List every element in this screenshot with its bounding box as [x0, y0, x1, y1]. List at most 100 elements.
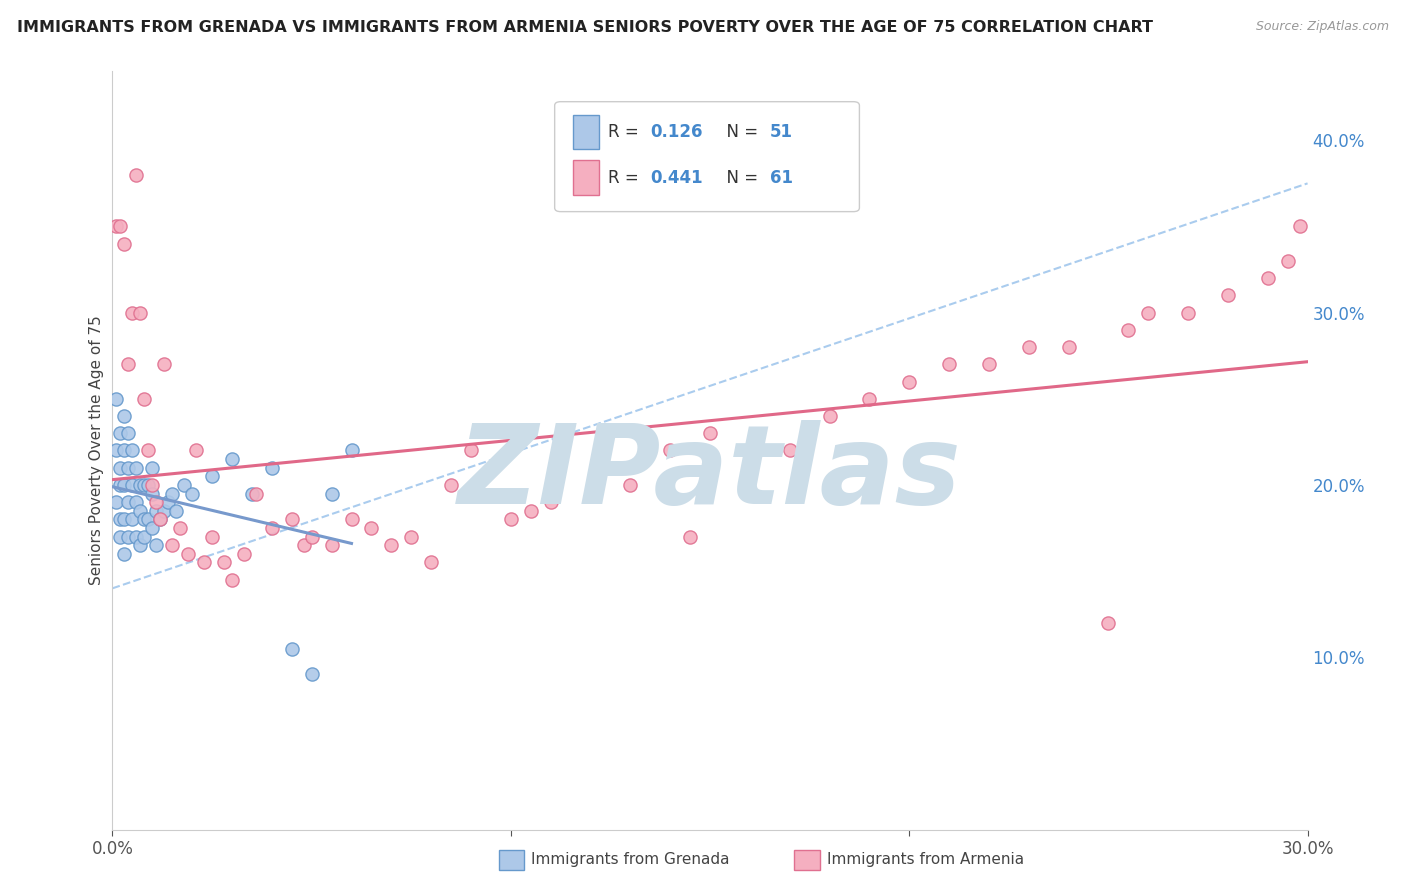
Point	[110, 478, 132, 492]
Text: 0.441: 0.441	[651, 169, 703, 186]
Point	[898, 375, 921, 389]
Point	[129, 538, 152, 552]
Point	[440, 478, 463, 492]
Point	[121, 512, 143, 526]
Point	[201, 530, 224, 544]
Point	[145, 504, 167, 518]
Point	[659, 443, 682, 458]
Point	[520, 504, 543, 518]
Point	[125, 530, 148, 544]
Point	[117, 460, 139, 475]
Point	[117, 426, 139, 441]
Point	[260, 460, 283, 475]
Y-axis label: Seniors Poverty Over the Age of 75: Seniors Poverty Over the Age of 75	[89, 316, 104, 585]
Point	[141, 521, 163, 535]
Point	[138, 478, 160, 492]
Point	[129, 478, 152, 492]
Point	[110, 426, 132, 441]
Text: 51: 51	[770, 123, 793, 141]
Point	[301, 667, 323, 681]
Point	[738, 460, 761, 475]
Point	[281, 641, 304, 656]
Point	[186, 443, 208, 458]
Point	[121, 305, 143, 319]
Point	[292, 538, 315, 552]
Point	[977, 357, 1000, 371]
Point	[157, 495, 180, 509]
Point	[479, 460, 502, 475]
Point	[245, 486, 267, 500]
Point	[110, 512, 132, 526]
Point	[134, 478, 156, 492]
Point	[1277, 253, 1299, 268]
Point	[145, 495, 167, 509]
Point	[134, 530, 156, 544]
Point	[138, 512, 160, 526]
Point	[134, 512, 156, 526]
Point	[679, 530, 702, 544]
Point	[779, 443, 801, 458]
Point	[149, 512, 172, 526]
Point	[173, 478, 195, 492]
Text: ZIPatlas: ZIPatlas	[458, 420, 962, 526]
Point	[117, 495, 139, 509]
Text: 0.126: 0.126	[651, 123, 703, 141]
Point	[1137, 305, 1160, 319]
Point	[193, 556, 215, 570]
Point	[938, 357, 960, 371]
Point	[129, 504, 152, 518]
Bar	[572, 115, 599, 149]
Point	[114, 443, 135, 458]
Point	[125, 495, 148, 509]
Point	[138, 443, 160, 458]
Point	[1216, 288, 1239, 302]
Point	[212, 556, 235, 570]
Point	[149, 512, 172, 526]
Point	[201, 469, 224, 483]
Point	[340, 443, 363, 458]
Point	[114, 547, 135, 561]
Point	[340, 512, 363, 526]
Point	[460, 443, 482, 458]
Point	[401, 530, 423, 544]
Point	[165, 504, 187, 518]
Point	[321, 486, 343, 500]
Point	[321, 538, 343, 552]
Point	[233, 547, 256, 561]
Point	[105, 443, 128, 458]
Text: Source: ZipAtlas.com: Source: ZipAtlas.com	[1256, 20, 1389, 33]
Point	[129, 305, 152, 319]
Point	[619, 478, 641, 492]
Point	[162, 538, 183, 552]
Point	[153, 504, 176, 518]
Point	[380, 538, 402, 552]
Point	[579, 486, 602, 500]
Point	[117, 530, 139, 544]
Point	[110, 530, 132, 544]
Point	[114, 409, 135, 423]
Point	[499, 512, 522, 526]
Point	[141, 460, 163, 475]
Text: R =: R =	[609, 123, 644, 141]
Point	[145, 538, 167, 552]
Text: N =: N =	[716, 123, 763, 141]
Text: N =: N =	[716, 169, 763, 186]
Point	[360, 521, 382, 535]
Point	[420, 556, 443, 570]
Point	[141, 486, 163, 500]
Point	[153, 357, 176, 371]
Point	[540, 495, 562, 509]
Point	[818, 409, 841, 423]
Point	[699, 426, 721, 441]
Point	[110, 460, 132, 475]
Point	[114, 512, 135, 526]
Text: 61: 61	[770, 169, 793, 186]
Point	[121, 443, 143, 458]
Point	[110, 219, 132, 234]
Point	[177, 547, 200, 561]
Point	[141, 478, 163, 492]
Point	[221, 573, 243, 587]
Point	[121, 478, 143, 492]
Point	[1057, 340, 1080, 354]
Point	[105, 392, 128, 406]
